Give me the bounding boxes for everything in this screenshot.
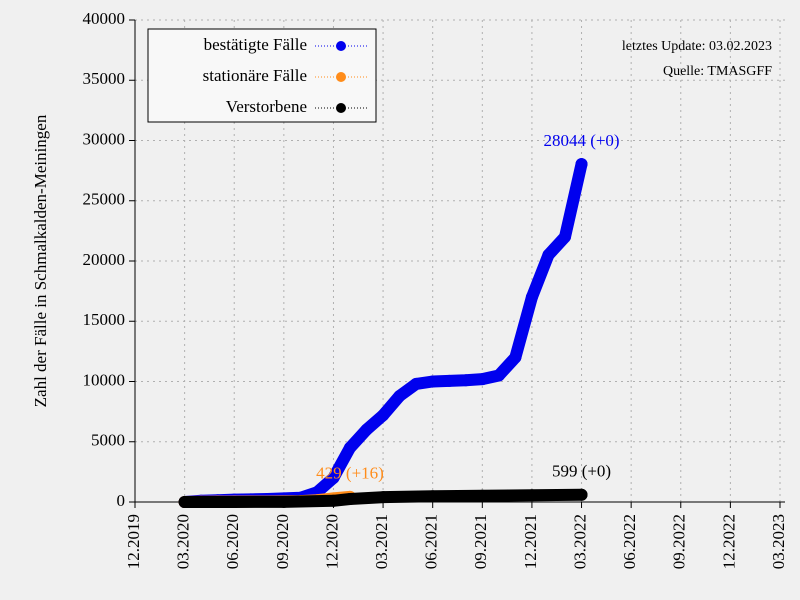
data-point xyxy=(426,375,439,388)
y-tick-label: 35000 xyxy=(83,69,126,88)
x-tick-label: 06.2021 xyxy=(422,514,441,569)
data-point xyxy=(575,488,588,501)
data-point xyxy=(476,373,489,386)
x-tick-label: 12.2019 xyxy=(124,514,143,569)
x-tick-label: 03.2022 xyxy=(570,514,589,569)
series-line xyxy=(178,488,588,508)
data-point xyxy=(443,374,456,387)
y-tick-label: 40000 xyxy=(83,9,126,28)
legend-marker xyxy=(336,41,346,51)
data-point xyxy=(542,248,555,261)
x-tick-label: 12.2021 xyxy=(521,514,540,569)
x-tick-label: 09.2022 xyxy=(670,514,689,569)
legend: bestätigte Fälle stationäre Fälle Verstorb… xyxy=(147,28,377,123)
x-tick-label: 03.2021 xyxy=(372,514,391,569)
data-point xyxy=(277,495,290,508)
legend-label: stationäre Fälle xyxy=(203,66,307,85)
data-point xyxy=(492,369,505,382)
legend-marker xyxy=(336,72,346,82)
data-point xyxy=(525,291,538,304)
x-tick-label: 06.2020 xyxy=(223,514,242,569)
data-point xyxy=(559,230,571,243)
data-point xyxy=(377,409,390,422)
data-point xyxy=(525,489,538,502)
data-point xyxy=(344,441,356,454)
data-point xyxy=(327,471,340,484)
x-tick-label: 09.2021 xyxy=(471,514,490,569)
x-tick-label: 06.2022 xyxy=(620,514,639,569)
x-tick-label: 09.2020 xyxy=(273,514,292,569)
y-tick-label: 10000 xyxy=(83,370,126,389)
data-point xyxy=(344,492,356,505)
y-tick-label: 20000 xyxy=(83,250,126,269)
y-tick-label: 25000 xyxy=(83,190,126,209)
data-point xyxy=(327,494,340,507)
x-tick-label: 12.2020 xyxy=(322,514,341,569)
x-tick-label: 12.2022 xyxy=(719,514,738,569)
data-point xyxy=(426,490,439,503)
annotation: letztes Update: 03.02.2023 xyxy=(622,39,772,54)
data-point xyxy=(178,496,191,508)
y-axis-label: Zahl der Fälle in Schmalkalden-Meiningen xyxy=(31,114,50,407)
data-label: 429 (+16) xyxy=(316,464,384,483)
data-point xyxy=(228,495,241,508)
data-point xyxy=(360,423,373,436)
y-tick-label: 5000 xyxy=(91,431,125,450)
legend-marker xyxy=(336,103,346,113)
annotation: Quelle: TMASGFF xyxy=(663,64,772,79)
data-point xyxy=(509,351,522,364)
data-label: 28044 (+0) xyxy=(543,131,619,150)
data-point xyxy=(476,489,489,502)
data-point xyxy=(377,491,390,504)
data-point xyxy=(410,377,423,390)
data-point xyxy=(393,389,406,402)
data-point xyxy=(575,158,588,171)
x-tick-label: 03.2020 xyxy=(174,514,193,569)
data-point xyxy=(459,374,472,387)
x-tick-label: 03.2023 xyxy=(769,514,788,569)
legend-label: Verstorbene xyxy=(226,97,307,116)
y-tick-label: 0 xyxy=(117,491,126,510)
y-tick-label: 15000 xyxy=(83,310,126,329)
y-tick-label: 30000 xyxy=(83,129,126,148)
data-label: 599 (+0) xyxy=(552,462,611,481)
legend-label: bestätigte Fälle xyxy=(204,35,307,54)
